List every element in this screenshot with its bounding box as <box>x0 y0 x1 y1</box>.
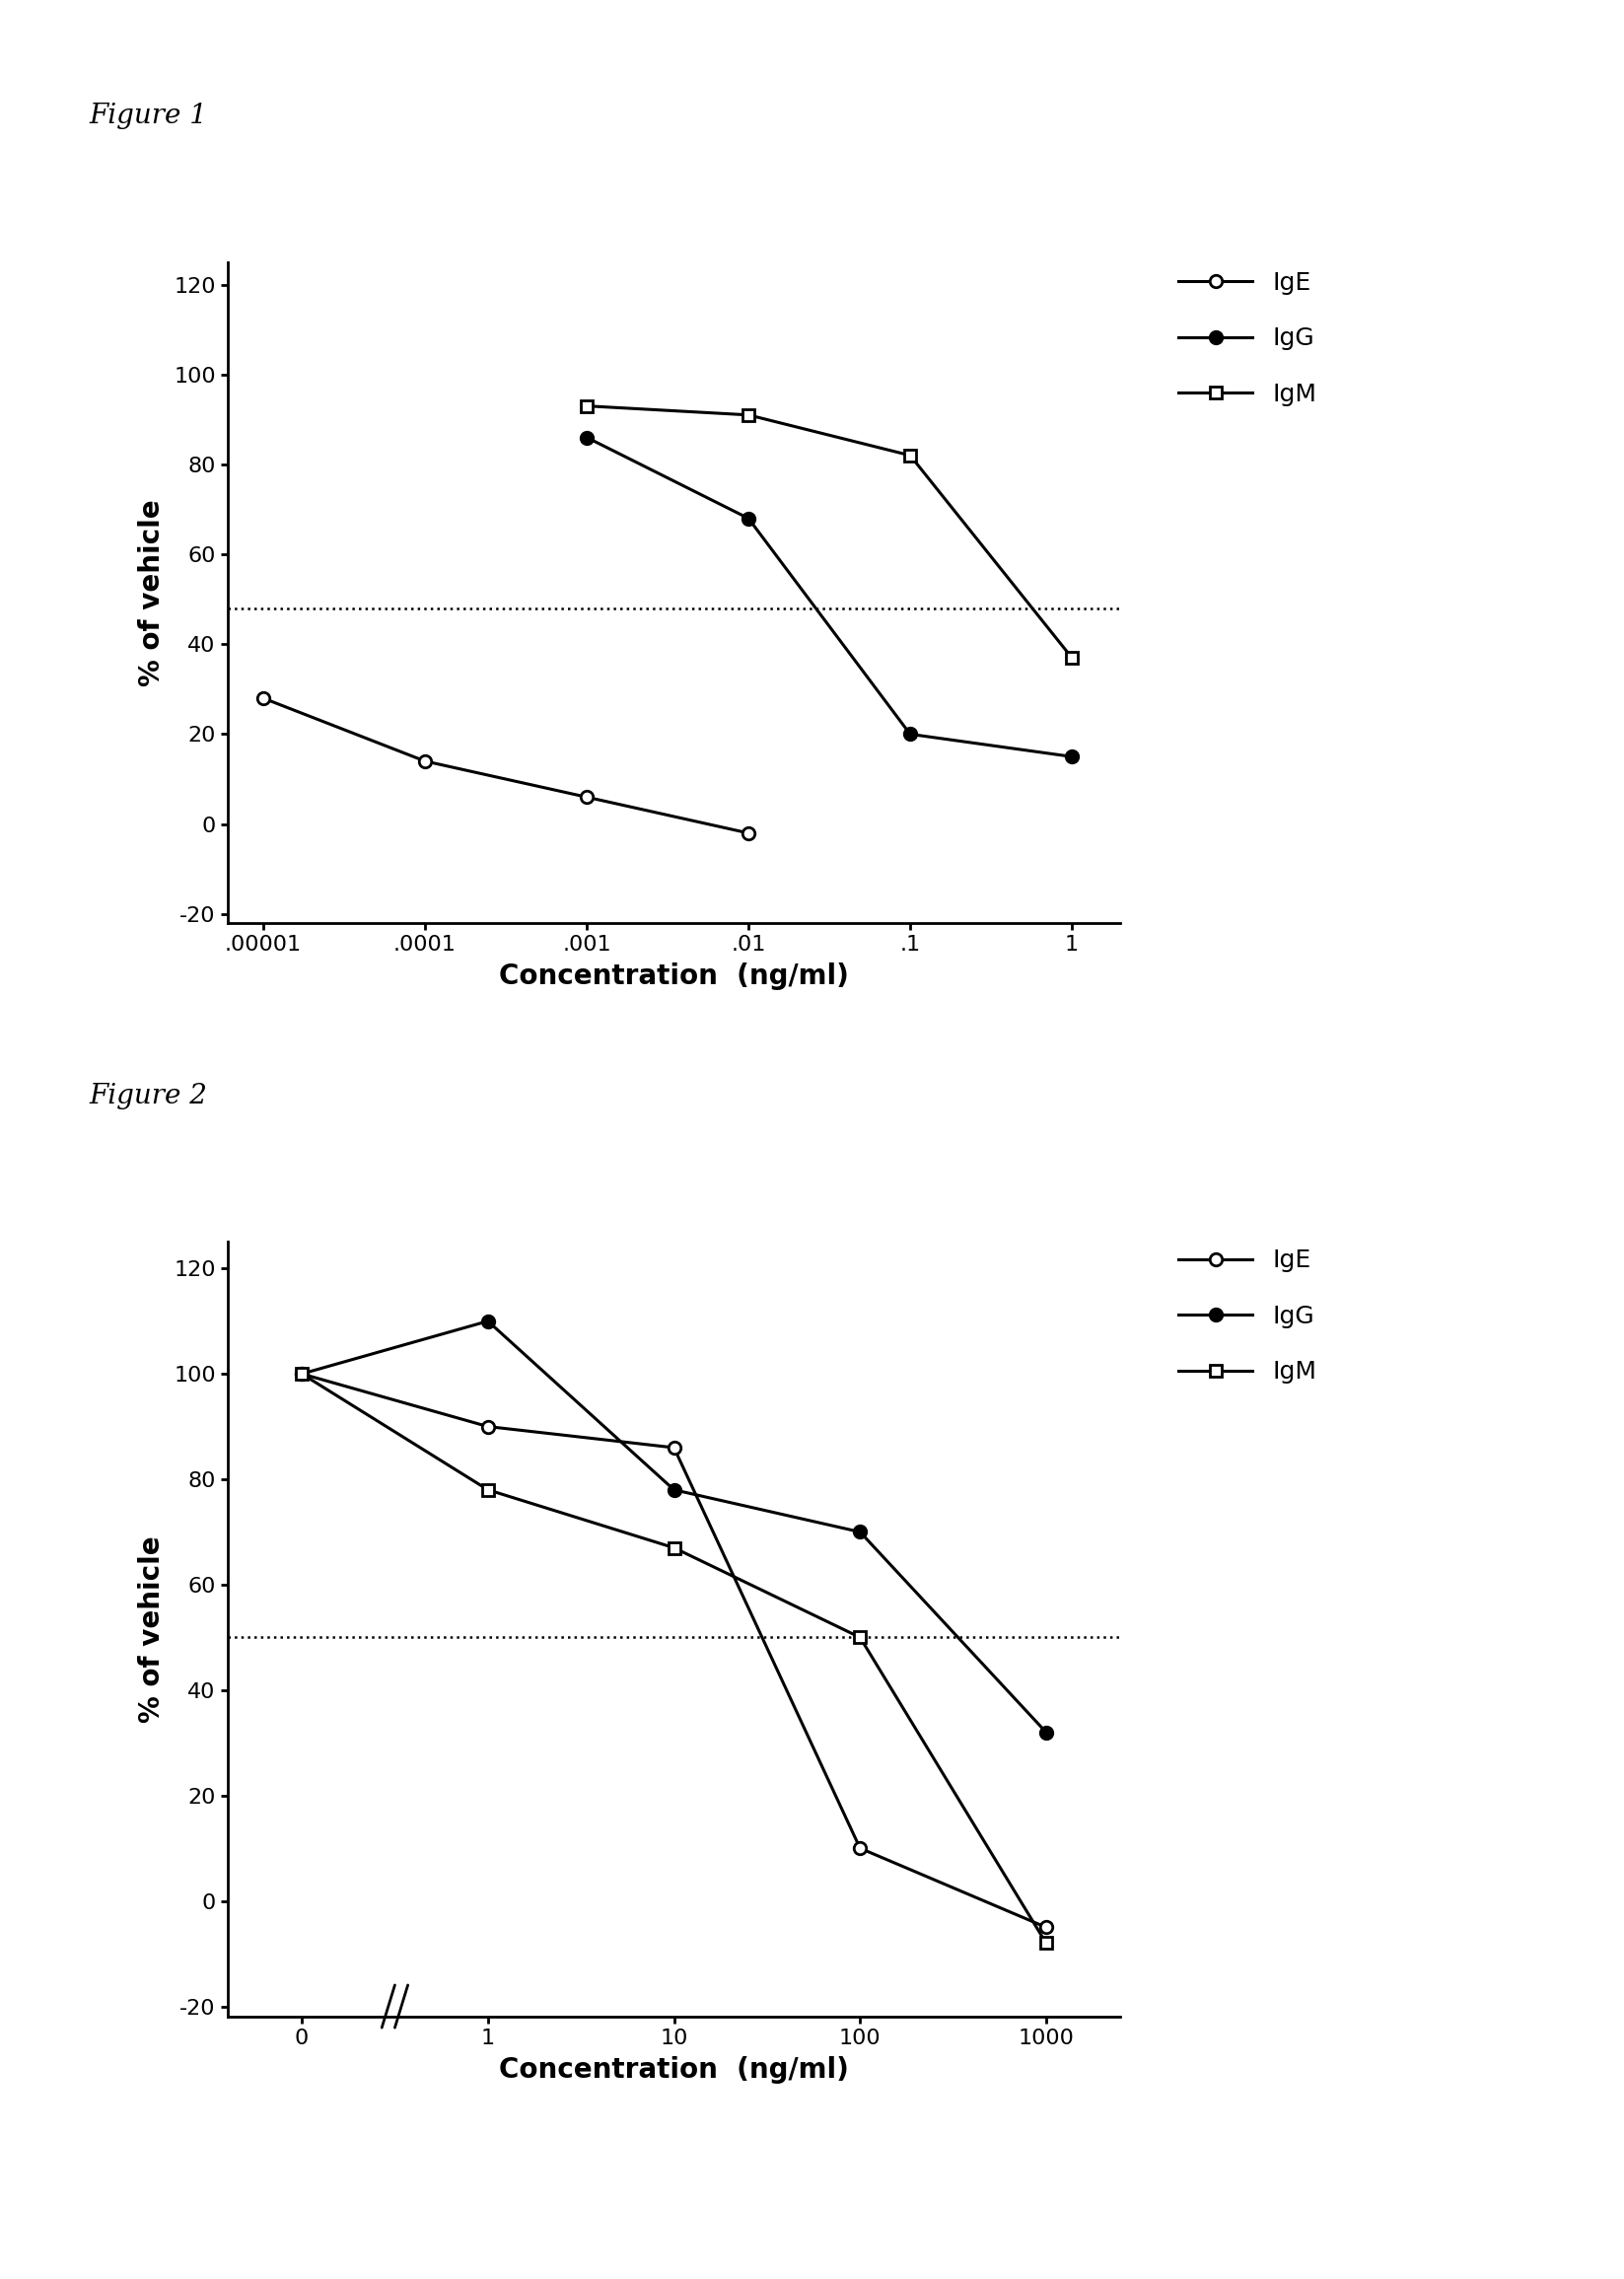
Y-axis label: % of vehicle: % of vehicle <box>138 1536 166 1723</box>
Y-axis label: % of vehicle: % of vehicle <box>138 499 166 686</box>
Legend: IgE, IgG, IgM: IgE, IgG, IgM <box>1169 262 1327 417</box>
X-axis label: Concentration  (ng/ml): Concentration (ng/ml) <box>499 962 849 989</box>
Text: Figure 2: Figure 2 <box>89 1083 208 1110</box>
Text: Figure 1: Figure 1 <box>89 103 208 130</box>
Legend: IgE, IgG, IgM: IgE, IgG, IgM <box>1169 1240 1327 1395</box>
X-axis label: Concentration  (ng/ml): Concentration (ng/ml) <box>499 2056 849 2083</box>
